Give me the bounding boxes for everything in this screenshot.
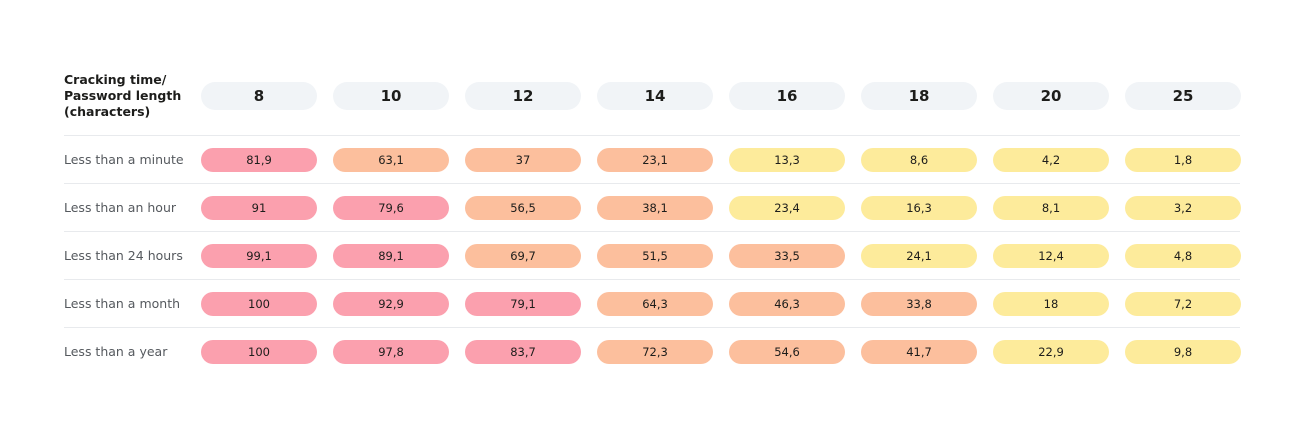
- value-cell: 89,1: [333, 244, 449, 268]
- value-cell: 56,5: [465, 196, 581, 220]
- value-cell: 92,9: [333, 292, 449, 316]
- value-cell: 79,6: [333, 196, 449, 220]
- row-separator: [64, 327, 1240, 328]
- row-separator: [64, 231, 1240, 232]
- value-cell: 97,8: [333, 340, 449, 364]
- row-separator: [64, 135, 1240, 136]
- value-cell: 23,4: [729, 196, 845, 220]
- value-cell: 81,9: [201, 148, 317, 172]
- value-cell: 46,3: [729, 292, 845, 316]
- value-cell: 18: [993, 292, 1109, 316]
- value-cell: 7,2: [1125, 292, 1241, 316]
- row-label: Less than 24 hours: [64, 248, 183, 263]
- column-header: 25: [1125, 82, 1241, 110]
- header-title: Cracking time/ Password length (characte…: [64, 72, 182, 119]
- value-cell: 8,1: [993, 196, 1109, 220]
- column-header: 8: [201, 82, 317, 110]
- column-header: 16: [729, 82, 845, 110]
- value-cell: 63,1: [333, 148, 449, 172]
- value-cell: 100: [201, 292, 317, 316]
- value-cell: 79,1: [465, 292, 581, 316]
- value-cell: 3,2: [1125, 196, 1241, 220]
- column-header: 14: [597, 82, 713, 110]
- row-label: Less than a month: [64, 296, 181, 311]
- value-cell: 83,7: [465, 340, 581, 364]
- value-cell: 24,1: [861, 244, 977, 268]
- column-header: 12: [465, 82, 581, 110]
- value-cell: 33,5: [729, 244, 845, 268]
- row-label: Less than a minute: [64, 152, 184, 167]
- value-cell: 13,3: [729, 148, 845, 172]
- value-cell: 91: [201, 196, 317, 220]
- value-cell: 72,3: [597, 340, 713, 364]
- value-cell: 64,3: [597, 292, 713, 316]
- value-cell: 37: [465, 148, 581, 172]
- column-header: 10: [333, 82, 449, 110]
- value-cell: 22,9: [993, 340, 1109, 364]
- value-cell: 16,3: [861, 196, 977, 220]
- row-label: Less than an hour: [64, 200, 176, 215]
- column-header: 18: [861, 82, 977, 110]
- value-cell: 1,8: [1125, 148, 1241, 172]
- value-cell: 69,7: [465, 244, 581, 268]
- row-label: Less than a year: [64, 344, 168, 359]
- value-cell: 41,7: [861, 340, 977, 364]
- row-separator: [64, 183, 1240, 184]
- value-cell: 99,1: [201, 244, 317, 268]
- value-cell: 38,1: [597, 196, 713, 220]
- value-cell: 23,1: [597, 148, 713, 172]
- row-separator: [64, 279, 1240, 280]
- value-cell: 4,8: [1125, 244, 1241, 268]
- value-cell: 4,2: [993, 148, 1109, 172]
- value-cell: 100: [201, 340, 317, 364]
- value-cell: 8,6: [861, 148, 977, 172]
- value-cell: 33,8: [861, 292, 977, 316]
- value-cell: 54,6: [729, 340, 845, 364]
- value-cell: 9,8: [1125, 340, 1241, 364]
- value-cell: 51,5: [597, 244, 713, 268]
- value-cell: 12,4: [993, 244, 1109, 268]
- column-header: 20: [993, 82, 1109, 110]
